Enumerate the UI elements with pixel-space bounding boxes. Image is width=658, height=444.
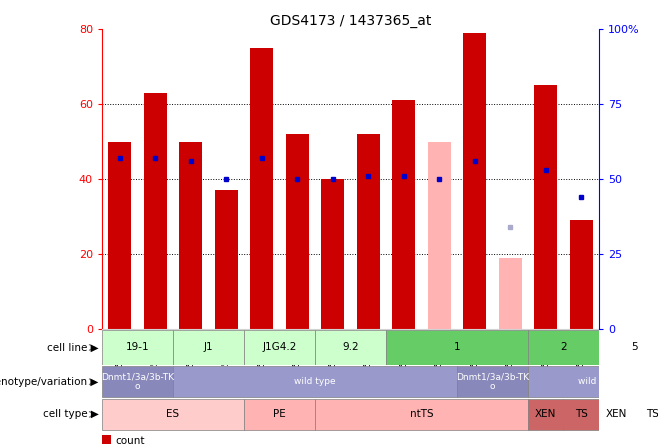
Text: Dnmt1/3a/3b-TK
o: Dnmt1/3a/3b-TK o bbox=[456, 372, 529, 392]
Bar bbox=[321, 179, 344, 329]
Bar bbox=[499, 258, 522, 329]
Bar bbox=[528, 399, 563, 430]
Text: cell type ▶: cell type ▶ bbox=[43, 409, 99, 420]
Bar bbox=[315, 330, 386, 365]
Bar bbox=[173, 366, 457, 397]
Bar bbox=[457, 366, 528, 397]
Bar bbox=[250, 48, 273, 329]
Text: genotype/variation ▶: genotype/variation ▶ bbox=[0, 377, 99, 387]
Bar bbox=[570, 220, 593, 329]
Text: wild type: wild type bbox=[294, 377, 336, 386]
Bar bbox=[108, 142, 131, 329]
Bar bbox=[392, 100, 415, 329]
Text: count: count bbox=[116, 436, 145, 444]
Bar bbox=[179, 142, 202, 329]
Text: J1G4.2: J1G4.2 bbox=[263, 342, 297, 353]
Bar bbox=[463, 32, 486, 329]
Bar bbox=[528, 330, 599, 365]
Bar bbox=[215, 190, 238, 329]
Bar bbox=[286, 134, 309, 329]
Bar bbox=[102, 330, 173, 365]
Bar bbox=[315, 399, 528, 430]
Text: TS: TS bbox=[645, 409, 658, 420]
Text: 5: 5 bbox=[631, 342, 638, 353]
Bar bbox=[634, 399, 658, 430]
Bar bbox=[102, 366, 173, 397]
Text: ES: ES bbox=[166, 409, 180, 420]
Text: 1: 1 bbox=[453, 342, 460, 353]
Bar bbox=[173, 330, 244, 365]
Bar bbox=[143, 93, 166, 329]
Text: cell line ▶: cell line ▶ bbox=[47, 342, 99, 353]
Title: GDS4173 / 1437365_at: GDS4173 / 1437365_at bbox=[270, 14, 431, 28]
Text: 9.2: 9.2 bbox=[342, 342, 359, 353]
Text: XEN: XEN bbox=[606, 409, 627, 420]
Text: ntTS: ntTS bbox=[409, 409, 433, 420]
Bar bbox=[244, 399, 315, 430]
Text: Dnmt1/3a/3b-TK
o: Dnmt1/3a/3b-TK o bbox=[101, 372, 174, 392]
Bar bbox=[428, 142, 451, 329]
Text: TS: TS bbox=[574, 409, 588, 420]
Bar bbox=[102, 399, 244, 430]
Bar bbox=[244, 330, 315, 365]
Bar bbox=[534, 85, 557, 329]
Bar bbox=[599, 330, 658, 365]
Text: PE: PE bbox=[273, 409, 286, 420]
Bar bbox=[386, 330, 528, 365]
Bar bbox=[563, 399, 599, 430]
Bar bbox=[357, 134, 380, 329]
Text: XEN: XEN bbox=[535, 409, 556, 420]
Text: 19-1: 19-1 bbox=[126, 342, 149, 353]
Text: wild type: wild type bbox=[578, 377, 620, 386]
Text: J1: J1 bbox=[203, 342, 213, 353]
Bar bbox=[528, 366, 658, 397]
Text: 2: 2 bbox=[560, 342, 567, 353]
Bar bbox=[599, 399, 634, 430]
